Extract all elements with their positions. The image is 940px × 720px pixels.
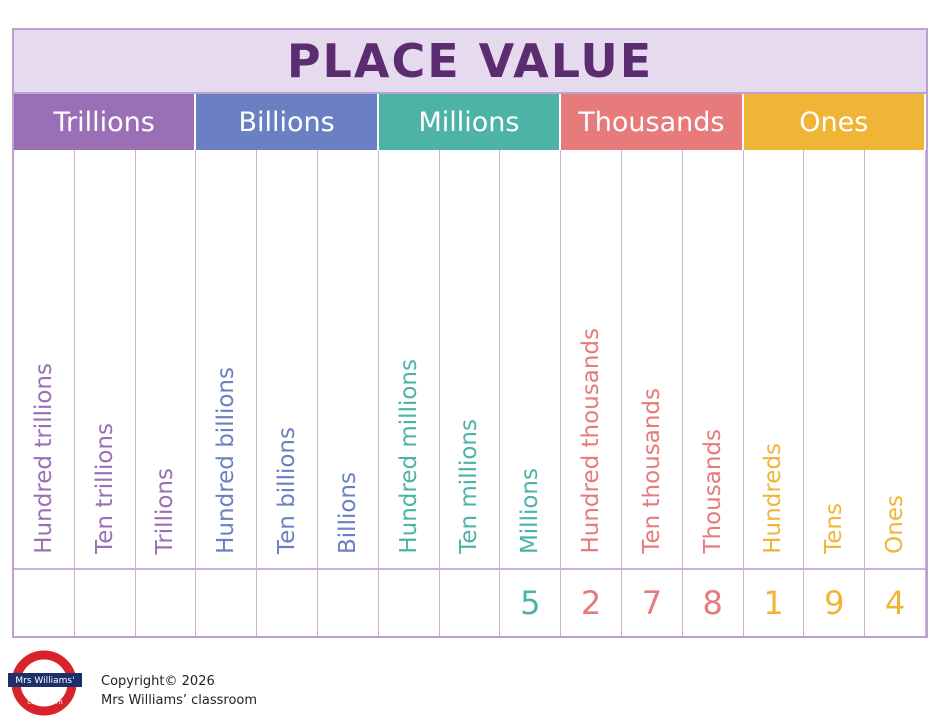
group-header: Ones [743,94,926,150]
logo-bottom: classroom [27,698,63,706]
digit-cell [75,570,136,636]
digit-cell [136,570,197,636]
column-label: Billions [334,472,361,554]
column-cell: Ten trillions [74,150,136,570]
column-cell: Tens [804,150,866,570]
column-label: Thousands [699,429,726,554]
column-label: Hundred billions [213,367,240,554]
column-label: Ten thousands [638,388,665,554]
copyright: Copyright© 2026 [101,674,215,689]
column-label: Millions [517,467,544,554]
digit-cell: 2 [561,570,622,636]
column-cell: Ones [865,150,926,570]
digit-cell: 9 [804,570,866,636]
owner: Mrs Williams’ classroom [101,693,258,708]
column-cell: Hundred trillions [14,150,75,570]
column-label: Trillions [152,467,179,554]
column-cell: Ten millions [439,150,501,570]
digit-cell [196,570,258,636]
column-cell: Trillions [135,150,197,570]
logo: Mrs Williams' classroom [8,650,82,716]
column-cell: Hundred thousands [561,150,622,570]
column-cell: Ten billions [257,150,318,570]
place-value-chart: PLACE VALUE Trillions Hundred trillions Te… [12,28,928,638]
group-header: Trillions [14,94,197,150]
digit-cell: 7 [622,570,683,636]
group-header: Millions [378,94,562,150]
digit-cell [257,570,318,636]
column-cell: Ten thousands [621,150,683,570]
logo-bar [8,673,82,687]
column-cell: Billions [317,150,379,570]
column-label: Hundreds [760,443,787,554]
column-label: Ten millions [456,419,483,554]
digit-cell [14,570,75,636]
title: PLACE VALUE [14,30,926,94]
column-label: Ten trillions [91,423,118,554]
column-label: Hundred trillions [30,363,57,554]
digit-cell [318,570,379,636]
column-label: Hundred millions [395,359,422,554]
column-label: Ten billions [274,427,301,554]
column-cell: Hundred millions [378,150,440,570]
digit-cell [440,570,501,636]
digit-cell: 1 [744,570,805,636]
group-header: Billions [196,94,379,150]
digit-cell: 5 [500,570,562,636]
column-cell: Hundred billions [196,150,258,570]
logo-top: Mrs Williams' [15,676,74,686]
column-cell: Millions [500,150,562,570]
digit-cell: 8 [683,570,744,636]
digit-cell: 4 [865,570,926,636]
column-cell: Thousands [682,150,744,570]
column-cell: Hundreds [743,150,805,570]
group-header: Thousands [561,94,744,150]
column-label: Hundred thousands [578,328,605,554]
column-label: Ones [882,495,909,554]
column-label: Tens [821,503,848,554]
digit-cell [379,570,440,636]
